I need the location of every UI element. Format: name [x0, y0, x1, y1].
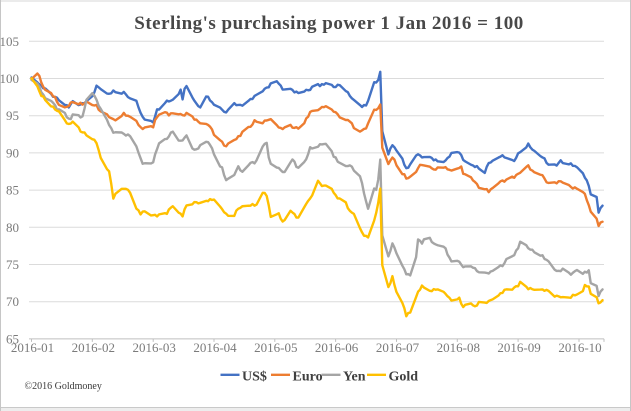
- svg-text:2016-10: 2016-10: [558, 340, 601, 355]
- svg-text:2016-07: 2016-07: [376, 340, 420, 355]
- svg-text:2016-04: 2016-04: [193, 340, 237, 355]
- svg-text:2016-02: 2016-02: [72, 340, 115, 355]
- svg-text:2016-03: 2016-03: [133, 340, 176, 355]
- svg-text:Euro: Euro: [293, 370, 323, 385]
- svg-text:Yen: Yen: [343, 370, 366, 385]
- svg-text:2016-01: 2016-01: [11, 340, 54, 355]
- svg-text:2016-06: 2016-06: [315, 340, 359, 355]
- svg-text:70: 70: [6, 294, 19, 309]
- svg-text:80: 80: [6, 220, 19, 235]
- svg-text:85: 85: [6, 183, 19, 198]
- svg-text:©2016 Goldmoney: ©2016 Goldmoney: [25, 381, 102, 392]
- svg-text:105: 105: [0, 34, 19, 49]
- svg-text:90: 90: [6, 145, 19, 160]
- svg-text:2016-09: 2016-09: [497, 340, 540, 355]
- svg-text:65: 65: [6, 331, 19, 346]
- svg-text:75: 75: [6, 257, 19, 272]
- svg-text:US$: US$: [242, 370, 267, 385]
- svg-text:2016-08: 2016-08: [437, 340, 480, 355]
- svg-text:2016-05: 2016-05: [254, 340, 297, 355]
- svg-text:95: 95: [6, 108, 19, 123]
- svg-text:Sterling's purchasing power 1: Sterling's purchasing power 1 Jan 2016 =…: [134, 13, 523, 34]
- svg-text:100: 100: [0, 71, 19, 86]
- svg-text:Gold: Gold: [389, 370, 419, 385]
